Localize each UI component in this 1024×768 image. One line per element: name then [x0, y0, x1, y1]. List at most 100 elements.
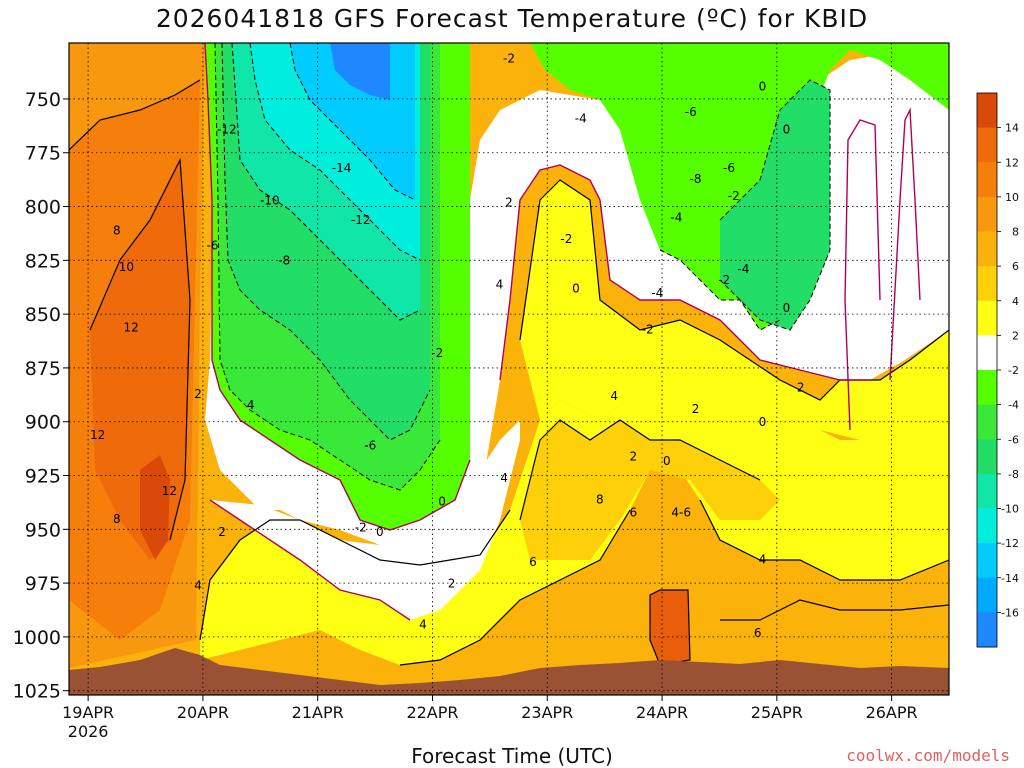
- contour-label: 0: [376, 525, 384, 539]
- chart-title: 2026041818 GFS Forecast Temperature (ºC)…: [155, 4, 869, 33]
- contour-label: 0: [663, 454, 671, 468]
- y-tick-label: 925: [25, 466, 61, 488]
- zero-contours: [204, 43, 921, 621]
- contour-label: 2: [218, 525, 226, 539]
- colorbar-tick-label: -6: [1008, 433, 1019, 446]
- grid-lines: [69, 43, 949, 695]
- colorbar-swatch: [977, 577, 997, 613]
- contour-label: 4: [500, 471, 508, 485]
- contour-label: -4: [670, 211, 682, 225]
- credit-link[interactable]: coolwx.com/models: [846, 746, 1010, 765]
- contour-label: -8: [690, 172, 702, 186]
- contour-label: -2: [728, 189, 740, 203]
- contour-label: 4: [194, 579, 202, 593]
- terrain: [69, 648, 949, 695]
- contour-label: 0: [438, 495, 446, 509]
- contour-label: -2: [431, 346, 443, 360]
- band-plus4-day3: [520, 420, 780, 560]
- colorbar-tick-label: 8: [1012, 226, 1019, 239]
- y-tick-label: 1000: [13, 627, 61, 649]
- band-plus14-24apr: [650, 590, 690, 665]
- x-tick-label: 23APR: [521, 703, 573, 722]
- y-tick-label: 750: [25, 89, 61, 111]
- contour-label: 0: [572, 282, 580, 296]
- contour-label: -6: [723, 161, 735, 175]
- x-tick-label: 22APR: [406, 703, 458, 722]
- colorbar-tick-label: -14: [1001, 572, 1019, 585]
- colorbar-swatch: [977, 162, 997, 198]
- x-tick-label: 21APR: [292, 703, 344, 722]
- contour-label: -2: [718, 273, 730, 287]
- contour-label: 0: [783, 301, 791, 315]
- colorbar-swatch: [977, 508, 997, 544]
- y-tick-label: 950: [25, 519, 61, 541]
- x-tick-label: 25APR: [751, 703, 803, 722]
- y-tick-label: 775: [25, 143, 61, 165]
- colorbar-swatch: [977, 266, 997, 302]
- contour-label: 6: [630, 505, 638, 519]
- colorbar-swatch: [977, 473, 997, 509]
- contour-label: 2: [194, 387, 202, 401]
- contour-label: 2: [448, 576, 456, 590]
- colorbar-swatch: [977, 93, 997, 129]
- contour-label: 0: [759, 79, 767, 93]
- contour-label: 2: [505, 196, 513, 210]
- colorbar-swatch: [977, 404, 997, 440]
- contour-label: -4: [575, 112, 587, 126]
- colorbar-swatch: [977, 127, 997, 163]
- band-plus14: [140, 455, 170, 560]
- y-tick-label: 975: [25, 573, 61, 595]
- colorbar-tick-label: -2: [1008, 364, 1019, 377]
- x-tick-label: 24APR: [636, 703, 688, 722]
- contour-label: 4: [419, 617, 427, 631]
- x-tick-label: 19APR: [62, 703, 114, 722]
- colorbar-tick-label: 14: [1005, 122, 1019, 135]
- contour-label: 4-6: [671, 505, 691, 519]
- contour-label: -2: [642, 322, 654, 336]
- contour-label: 4: [759, 553, 767, 567]
- contour-label: 2: [692, 402, 700, 416]
- contour-label: 0: [759, 415, 767, 429]
- y-axis: 750 775 800 825 850 875 900 925 950 975 1000 1025: [13, 89, 69, 703]
- contour-label: 4: [610, 389, 618, 403]
- contour-label: -2: [355, 520, 367, 534]
- x-tick-label: 26APR: [866, 703, 918, 722]
- colorbar-swatch: [977, 196, 997, 232]
- contour-label: 0: [783, 122, 791, 136]
- plot-area: [69, 43, 949, 695]
- colorbar: 14 12 10 8 6 4 2 -2 -4 -6 -8 -10 -12 -14 -16: [976, 92, 1019, 648]
- dashed-contours: [214, 43, 831, 491]
- contour-label: -10: [260, 193, 280, 207]
- contour-label: 10: [119, 260, 134, 274]
- contour-label: 12: [162, 484, 177, 498]
- colorbar-swatch: [977, 300, 997, 336]
- contour-label: -14: [332, 161, 352, 175]
- colorbar-tick-label: 12: [1005, 156, 1019, 169]
- y-tick-label: 1025: [13, 681, 61, 703]
- contour-label: -2: [503, 51, 515, 65]
- contour-label: -8: [278, 254, 290, 268]
- contour-label: 8: [113, 512, 121, 526]
- contour-label: 4: [496, 277, 504, 291]
- band-plus2-mid: [520, 180, 949, 440]
- contour-label: -4: [651, 286, 663, 300]
- contour-label: -6: [685, 105, 697, 119]
- y-tick-label: 850: [25, 304, 61, 326]
- colorbar-swatch: [977, 231, 997, 267]
- contour-label: 2: [630, 449, 638, 463]
- x-axis-label: Forecast Time (UTC): [411, 744, 613, 768]
- contour-label: -12: [351, 213, 371, 227]
- colorbar-tick-label: 6: [1012, 260, 1019, 273]
- band-minus6-right: [720, 80, 830, 330]
- colorbar-tick-label: -12: [1001, 537, 1019, 550]
- contour-label: 6: [529, 555, 537, 569]
- contour-label: -4: [737, 262, 749, 276]
- colorbar-swatch: [977, 370, 997, 406]
- y-tick-label: 800: [25, 197, 61, 219]
- contour-label: -6: [364, 439, 376, 453]
- colorbar-tick-label: -4: [1008, 399, 1019, 412]
- colorbar-tick-label: -8: [1008, 468, 1019, 481]
- y-tick-label: 875: [25, 358, 61, 380]
